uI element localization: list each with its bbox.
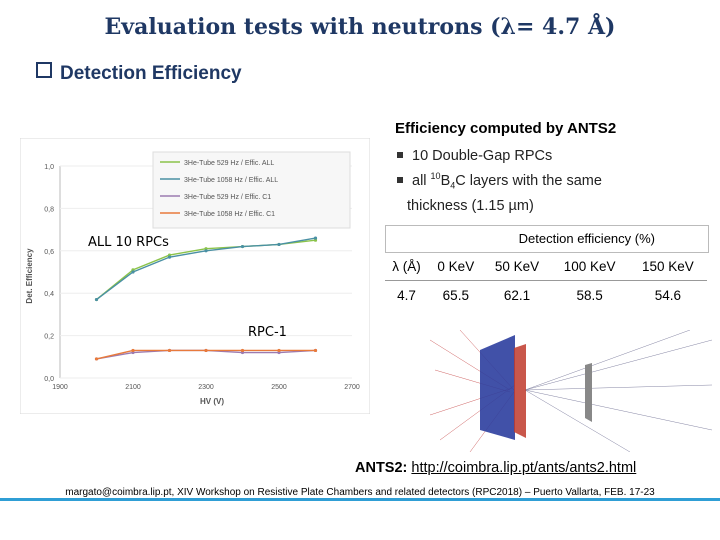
y-tick-label: 0,6: [44, 249, 54, 256]
table-cell: 54.6: [654, 287, 681, 303]
data-point: [313, 236, 318, 240]
y-tick-label: 0,8: [44, 206, 54, 213]
annotation-all-rpcs: ALL 10 RPCs: [88, 235, 169, 250]
bullet-item: all 10B4C layers with the same: [395, 166, 602, 196]
data-point: [167, 255, 172, 259]
converter-layer: [514, 344, 526, 438]
table-cell: 62.1: [503, 287, 531, 303]
table-cell: 58.5: [576, 287, 603, 303]
x-tick-label: 2300: [198, 384, 214, 391]
legend-label: 3He-Tube 1058 Hz / Effic. ALL: [184, 177, 278, 184]
data-point: [94, 297, 99, 302]
data-point: [204, 249, 208, 253]
data-point: [240, 244, 245, 249]
ants-title: Efficiency computed by ANTS2: [395, 120, 617, 137]
legend-box: [152, 151, 351, 229]
y-tick-label: 0,4: [44, 291, 54, 298]
x-tick-label: 2500: [271, 384, 287, 391]
checkbox-bullet-icon: [36, 62, 52, 78]
data-point: [277, 242, 281, 247]
y-axis-label: Det. Efficiency: [25, 248, 34, 304]
table-row: 4.7 65.5 62.1 58.5 54.6: [385, 281, 707, 310]
footer-text: margato@coimbra.lip.pt, XIV Workshop on …: [65, 487, 655, 498]
section-heading: Detection Efficiency: [36, 62, 242, 85]
detector-plate: [585, 363, 592, 422]
table-header-cell: 100 KeV: [550, 252, 629, 281]
x-tick-label: 1900: [52, 384, 68, 391]
data-point: [277, 348, 281, 353]
rpc-stack: [480, 335, 515, 440]
annotation-rpc1: RPC-1: [248, 325, 287, 340]
efficiency-chart: 0,0 0,2 0,4 0,6 0,8 1,0 1900 2100 2300 2500 2700 3…: [20, 138, 370, 414]
bullet-icon: [397, 152, 403, 159]
data-point: [131, 270, 135, 274]
particle-tracks-right: [524, 330, 712, 452]
table-header-cell: λ (Å): [385, 252, 429, 281]
table-header-cell: 50 KeV: [483, 252, 551, 281]
table-cell: 65.5: [442, 287, 469, 303]
y-tick-label: 0,0: [44, 376, 54, 383]
legend-label: 3He-Tube 1058 Hz / Effic. C1: [184, 211, 275, 218]
data-point: [167, 348, 172, 353]
table-title: Detection efficiency (%): [518, 231, 655, 246]
legend-label: 3He-Tube 529 Hz / Effic. ALL: [184, 160, 274, 167]
data-point: [94, 357, 99, 361]
y-tick-label: 0,2: [44, 334, 54, 341]
ants-link-line: ANTS2: http://coimbra.lip.pt/ants/ants2.…: [355, 460, 637, 476]
table-header-cell: 150 KeV: [628, 252, 707, 281]
table-header-row: λ (Å) 0 KeV 50 KeV 100 KeV 150 KeV: [385, 252, 707, 281]
simulation-image: [430, 330, 712, 452]
data-point: [240, 348, 245, 353]
section-label: Detection Efficiency: [60, 63, 242, 84]
data-point: [204, 348, 208, 353]
slide-title: Evaluation tests with neutrons (λ= 4.7 Å…: [104, 14, 616, 40]
bullet-continuation: thickness (1.15 µm): [407, 197, 534, 214]
efficiency-table: λ (Å) 0 KeV 50 KeV 100 KeV 150 KeV 4.7 6…: [385, 252, 707, 309]
x-tick-label: 2100: [125, 384, 141, 391]
y-tick-label: 1,0: [44, 164, 54, 171]
bullet-item: 10 Double-Gap RPCs: [395, 146, 602, 166]
table-cell: 4.7: [397, 287, 416, 303]
ants-url-link[interactable]: http://coimbra.lip.pt/ants/ants2.html: [411, 460, 637, 476]
data-point: [131, 348, 135, 353]
ants-bullets: 10 Double-Gap RPCs all 10B4C layers with…: [395, 146, 602, 216]
x-axis-label: HV (V): [200, 397, 224, 406]
footer-rule: [0, 498, 720, 501]
bullet-icon: [397, 177, 403, 183]
table-header-cell: 0 KeV: [428, 252, 484, 281]
data-point: [313, 348, 318, 353]
legend-label: 3He-Tube 529 Hz / Effic. C1: [184, 194, 271, 201]
x-tick-label: 2700: [344, 384, 360, 391]
